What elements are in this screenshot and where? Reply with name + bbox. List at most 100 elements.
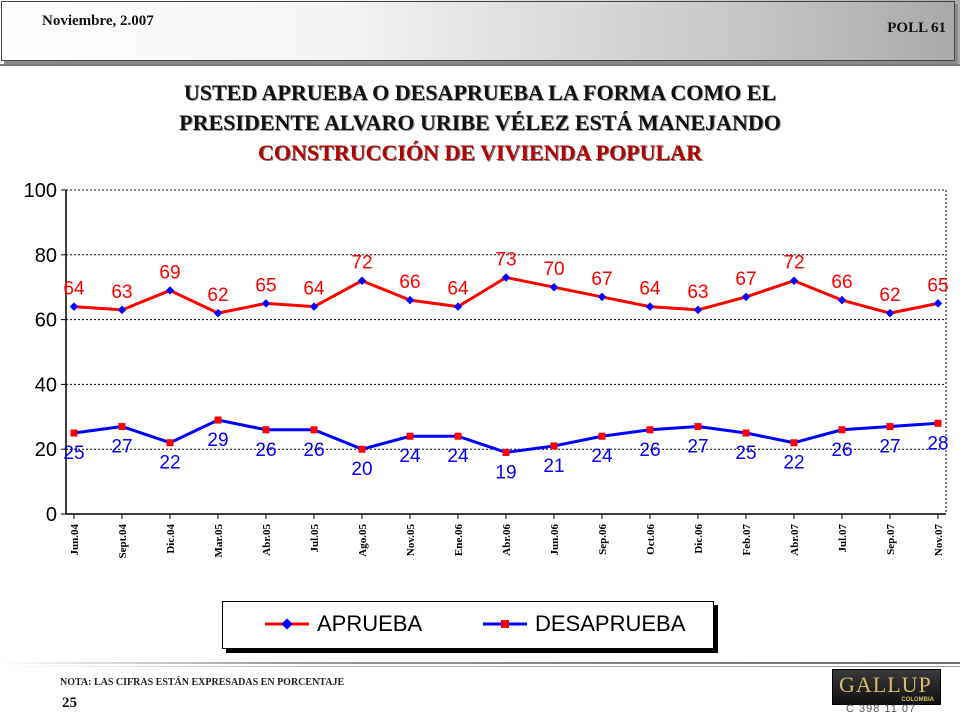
point-desaprueba — [118, 423, 126, 431]
x-tick-label: Jul.07 — [837, 524, 849, 553]
x-tick-label: Nov.07 — [933, 524, 945, 557]
legend-label-aprueba: APRUEBA — [317, 611, 423, 636]
footer-note: NOTA: LAS CIFRAS ESTÁN EXPRESADAS EN POR… — [60, 677, 345, 688]
chart-axes: 0 20 40 60 80 100 Jun.04 Sept.04 Dic.04 Mar.05 Abr… — [24, 180, 946, 559]
point-aprueba — [165, 286, 175, 295]
data-label-aprueba: 66 — [831, 272, 852, 293]
x-tick-label: Mar.05 — [213, 524, 225, 558]
point-desaprueba — [454, 432, 462, 440]
point-desaprueba — [646, 426, 654, 434]
data-label-aprueba: 72 — [783, 253, 804, 274]
title-line-1: USTED APRUEBA O DESAPRUEBA LA FORMA COMO… — [183, 80, 777, 105]
y-tick-label: 0 — [46, 504, 57, 526]
y-tick-label: 100 — [24, 180, 57, 202]
x-tick-label: Abr.06 — [501, 524, 513, 556]
point-aprueba — [837, 295, 847, 305]
data-label-desaprueba: 19 — [495, 462, 516, 483]
point-aprueba — [597, 292, 607, 302]
data-label-desaprueba: 20 — [351, 459, 372, 480]
series-line-desaprueba — [73, 418, 939, 454]
y-tick-label: 80 — [35, 245, 57, 267]
data-label-desaprueba: 28 — [927, 433, 948, 454]
data-label-aprueba: 67 — [591, 269, 612, 290]
legend-label-desaprueba: DESAPRUEBA — [535, 611, 686, 636]
x-tick-label: Nov.05 — [405, 524, 417, 557]
point-aprueba — [453, 302, 463, 311]
point-desaprueba — [262, 426, 270, 434]
x-tick-label: Jul.05 — [309, 524, 321, 553]
title-line-3: CONSTRUCCIÓN DE VIVIENDA POPULAR — [258, 140, 702, 165]
x-tick-label: Ene.06 — [453, 524, 465, 557]
data-label-desaprueba: 22 — [783, 453, 804, 474]
series-line-aprueba — [73, 275, 939, 315]
legend-swatch-aprueba — [265, 618, 309, 630]
point-desaprueba — [934, 419, 942, 427]
data-label-desaprueba: 27 — [111, 437, 132, 458]
gallup-logo: GALLUP COLOMBIA — [832, 669, 941, 705]
data-label-aprueba: 63 — [111, 282, 132, 303]
data-label-aprueba: 63 — [687, 282, 708, 303]
data-label-desaprueba: 26 — [831, 440, 852, 461]
point-desaprueba — [694, 423, 702, 431]
point-aprueba — [69, 302, 79, 311]
x-tick-label: Jun.06 — [549, 524, 561, 556]
x-tick-label: Abr.05 — [261, 524, 273, 556]
x-tick-label: Sept.04 — [117, 524, 129, 559]
point-desaprueba — [838, 426, 846, 434]
x-tick-label: Ago.05 — [357, 524, 369, 557]
legend-item-desaprueba: DESAPRUEBA — [481, 611, 685, 637]
data-label-desaprueba: 22 — [159, 453, 180, 474]
legend-swatch-desaprueba — [483, 620, 527, 628]
x-tick-label: Dic.04 — [165, 524, 177, 554]
point-aprueba — [213, 308, 223, 318]
point-desaprueba — [598, 432, 606, 440]
data-label-desaprueba: 21 — [543, 456, 564, 477]
point-desaprueba — [550, 442, 558, 450]
data-label-desaprueba: 27 — [687, 437, 708, 458]
footer-divider — [0, 662, 960, 664]
header-band: Noviembre, 2.007 POLL 61 — [0, 0, 960, 66]
chart-legend: APRUEBA DESAPRUEBA — [222, 601, 714, 649]
data-label-aprueba: 70 — [543, 259, 564, 280]
data-label-desaprueba: 27 — [879, 437, 900, 458]
data-label-desaprueba: 26 — [255, 440, 276, 461]
logo-country: COLOMBIA — [901, 697, 934, 703]
chart-grid — [66, 189, 947, 514]
data-label-desaprueba: 24 — [591, 446, 613, 467]
data-label-desaprueba: 29 — [207, 430, 228, 451]
point-desaprueba — [70, 429, 78, 437]
data-label-aprueba: 73 — [495, 249, 516, 270]
point-aprueba — [309, 302, 319, 311]
data-label-desaprueba: 24 — [399, 446, 421, 467]
report-code: C 398 11 07 — [846, 703, 917, 715]
x-tick-label: Feb.07 — [741, 524, 753, 556]
chart-data-labels: 64 63 69 62 65 64 72 66 64 73 70 67 64 63 67 72 66 62 65 25… — [63, 249, 948, 483]
point-desaprueba — [406, 432, 414, 440]
page-number: 25 — [62, 695, 77, 711]
chart-series — [69, 273, 943, 456]
point-aprueba — [261, 299, 271, 308]
data-label-aprueba: 65 — [927, 275, 948, 296]
header-box — [1, 1, 955, 61]
point-aprueba — [741, 292, 751, 302]
point-aprueba — [405, 295, 415, 305]
point-aprueba — [645, 302, 655, 311]
footer-divider-thin — [0, 666, 960, 667]
data-label-desaprueba: 25 — [63, 443, 84, 464]
point-desaprueba — [790, 439, 798, 447]
data-label-aprueba: 69 — [159, 262, 180, 283]
line-chart: 0 20 40 60 80 100 Jun.04 Sept.04 Dic.04 Mar.05 Abr… — [24, 180, 949, 559]
logo-wordmark: GALLUP — [839, 672, 932, 697]
point-desaprueba — [214, 416, 222, 424]
data-label-desaprueba: 25 — [735, 443, 756, 464]
point-aprueba — [117, 305, 127, 315]
data-label-aprueba: 62 — [879, 285, 900, 306]
y-tick-label: 40 — [35, 374, 57, 396]
x-tick-label: Abr.07 — [789, 524, 801, 556]
point-desaprueba — [310, 426, 318, 434]
data-label-aprueba: 72 — [351, 253, 372, 274]
y-tick-label: 20 — [35, 439, 57, 461]
data-label-aprueba: 64 — [63, 279, 85, 300]
title-line-2: PRESIDENTE ALVARO URIBE VÉLEZ ESTÁ MANEJ… — [179, 110, 781, 135]
point-aprueba — [789, 276, 799, 285]
